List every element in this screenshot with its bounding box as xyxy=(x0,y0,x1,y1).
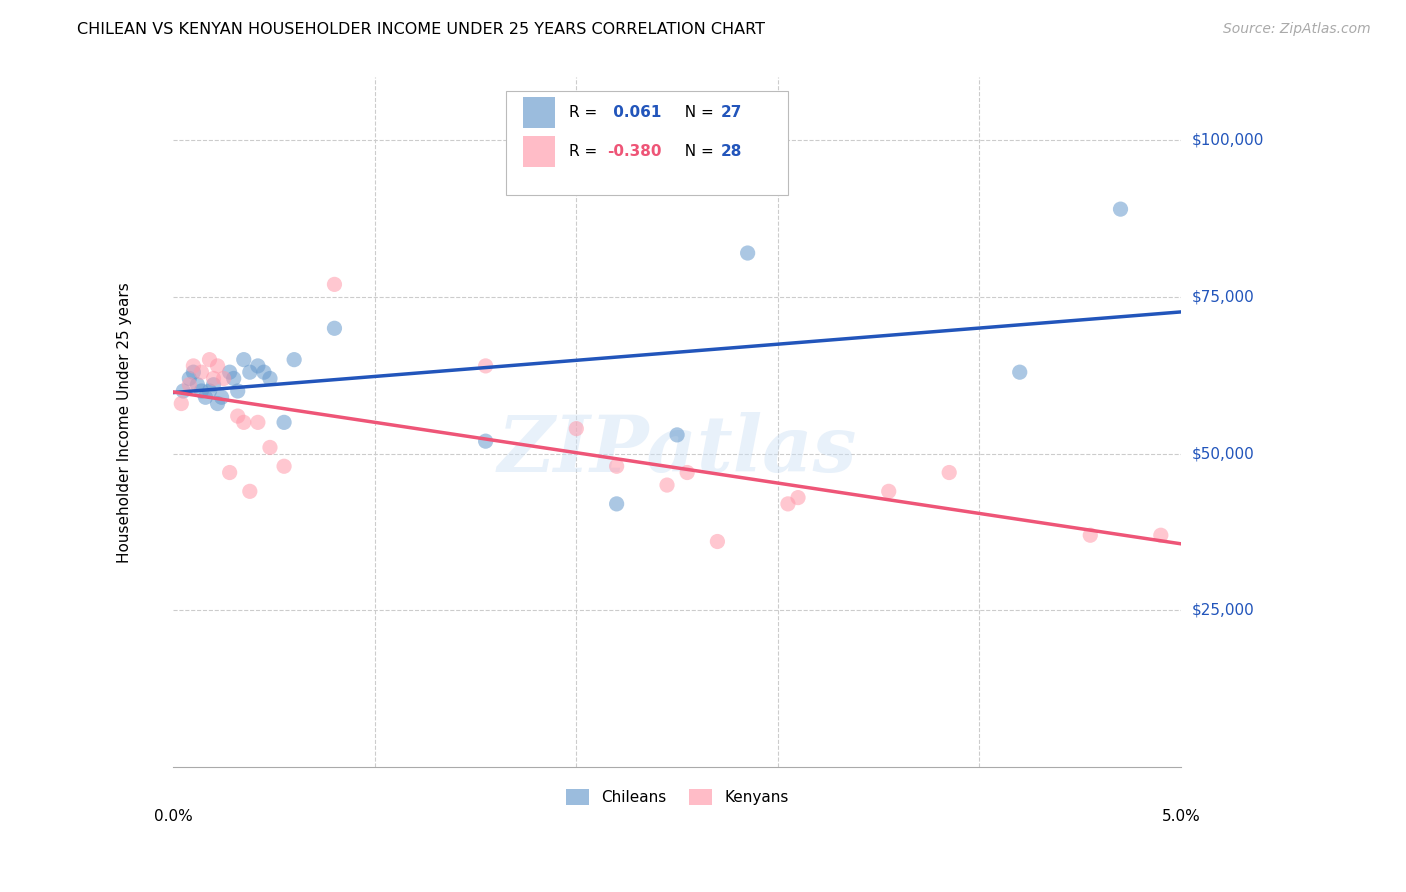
Point xyxy=(226,384,249,398)
Text: $25,000: $25,000 xyxy=(1192,603,1254,618)
Point xyxy=(1109,202,1132,216)
Text: 28: 28 xyxy=(720,145,742,159)
Point xyxy=(190,365,212,379)
Point xyxy=(239,365,262,379)
Point xyxy=(186,377,208,392)
Text: $50,000: $50,000 xyxy=(1192,446,1254,461)
Point xyxy=(323,321,346,335)
Text: CHILEAN VS KENYAN HOUSEHOLDER INCOME UNDER 25 YEARS CORRELATION CHART: CHILEAN VS KENYAN HOUSEHOLDER INCOME UND… xyxy=(77,22,765,37)
Text: 0.0%: 0.0% xyxy=(153,809,193,823)
Text: N =: N = xyxy=(675,104,718,120)
Point xyxy=(179,371,201,385)
Point xyxy=(877,484,900,499)
Point xyxy=(190,384,212,398)
Point xyxy=(207,359,229,373)
Point xyxy=(273,415,295,429)
Text: R =: R = xyxy=(569,104,602,120)
Point xyxy=(226,409,249,423)
Point xyxy=(1150,528,1173,542)
Point xyxy=(246,359,269,373)
Point xyxy=(676,466,699,480)
Point xyxy=(283,352,305,367)
Point xyxy=(218,365,240,379)
Point xyxy=(202,371,225,385)
Point xyxy=(179,377,201,392)
Point xyxy=(246,415,269,429)
Text: 0.061: 0.061 xyxy=(607,104,661,120)
Point xyxy=(938,466,960,480)
Point xyxy=(183,365,205,379)
FancyBboxPatch shape xyxy=(506,91,787,194)
Point xyxy=(1078,528,1101,542)
Point xyxy=(655,478,678,492)
Point xyxy=(1008,365,1031,379)
Point xyxy=(606,459,628,474)
Text: Householder Income Under 25 years: Householder Income Under 25 years xyxy=(117,282,132,563)
Point xyxy=(172,384,194,398)
Point xyxy=(606,497,628,511)
Point xyxy=(776,497,799,511)
Point xyxy=(737,246,759,260)
Text: $75,000: $75,000 xyxy=(1192,289,1254,304)
Point xyxy=(207,396,229,410)
Point xyxy=(253,365,276,379)
Point xyxy=(222,371,245,385)
Point xyxy=(666,428,689,442)
Point xyxy=(259,441,281,455)
Text: N =: N = xyxy=(675,145,718,159)
Text: 5.0%: 5.0% xyxy=(1161,809,1201,823)
Point xyxy=(273,459,295,474)
Text: 27: 27 xyxy=(720,104,742,120)
Point xyxy=(565,422,588,436)
Point xyxy=(198,384,221,398)
Text: -0.380: -0.380 xyxy=(607,145,662,159)
Point xyxy=(212,371,235,385)
Point xyxy=(787,491,810,505)
Point xyxy=(232,415,254,429)
Point xyxy=(194,390,217,404)
Point xyxy=(259,371,281,385)
Text: R =: R = xyxy=(569,145,602,159)
Point xyxy=(474,434,496,449)
Point xyxy=(239,484,262,499)
Bar xyxy=(523,96,555,128)
Point xyxy=(198,352,221,367)
Point xyxy=(202,377,225,392)
Text: ZIPatlas: ZIPatlas xyxy=(498,412,856,488)
Point xyxy=(232,352,254,367)
Point xyxy=(218,466,240,480)
Point xyxy=(323,277,346,292)
Text: Source: ZipAtlas.com: Source: ZipAtlas.com xyxy=(1223,22,1371,37)
Text: $100,000: $100,000 xyxy=(1192,133,1264,148)
Bar xyxy=(523,136,555,167)
Point xyxy=(183,359,205,373)
Legend: Chileans, Kenyans: Chileans, Kenyans xyxy=(560,783,794,812)
Point xyxy=(170,396,193,410)
Point xyxy=(706,534,728,549)
Point xyxy=(474,359,496,373)
Point xyxy=(211,390,233,404)
